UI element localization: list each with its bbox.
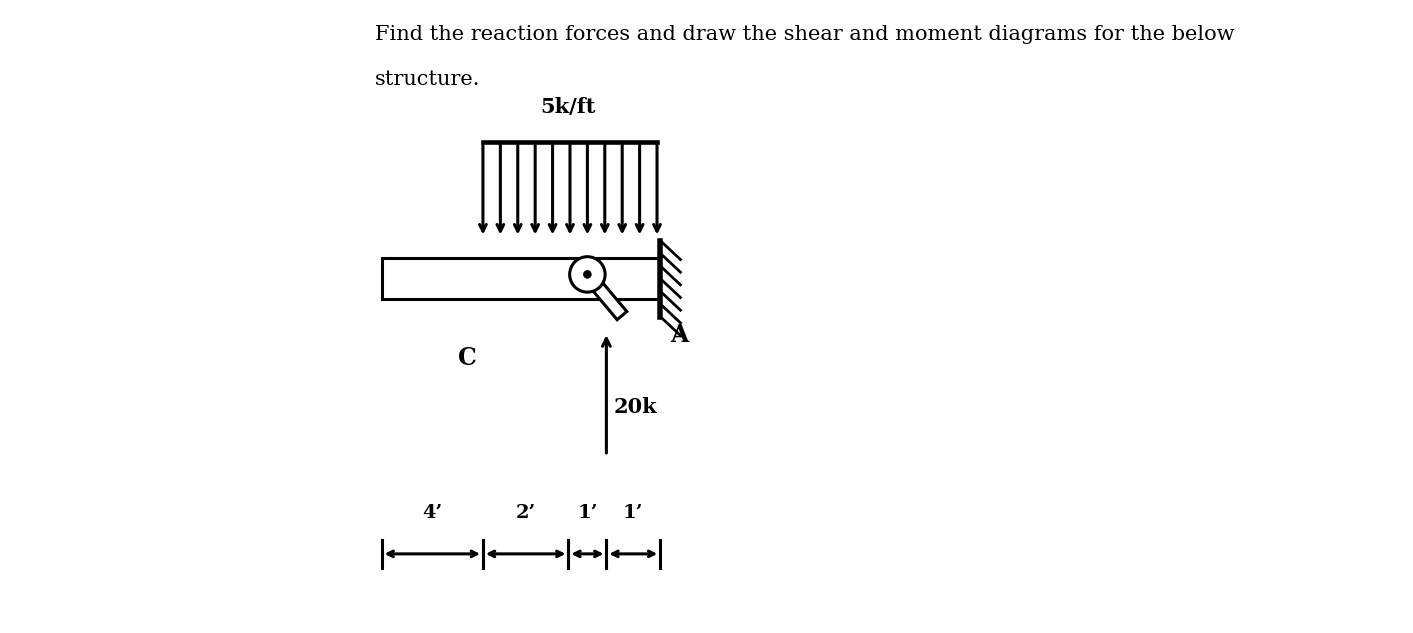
Text: 2’: 2’ <box>516 505 536 522</box>
Text: Find the reaction forces and draw the shear and moment diagrams for the below: Find the reaction forces and draw the sh… <box>376 25 1235 44</box>
Text: A: A <box>670 323 688 348</box>
Text: structure.: structure. <box>376 70 480 89</box>
Circle shape <box>584 270 591 279</box>
Text: 4’: 4’ <box>422 505 442 522</box>
Bar <box>382 258 660 299</box>
Text: 1’: 1’ <box>623 505 643 522</box>
Text: 5k/ft: 5k/ft <box>541 97 596 117</box>
Text: C: C <box>458 346 476 370</box>
Circle shape <box>569 257 605 292</box>
Polygon shape <box>582 270 627 320</box>
Text: 20k: 20k <box>615 397 657 417</box>
Text: 1’: 1’ <box>577 505 598 522</box>
